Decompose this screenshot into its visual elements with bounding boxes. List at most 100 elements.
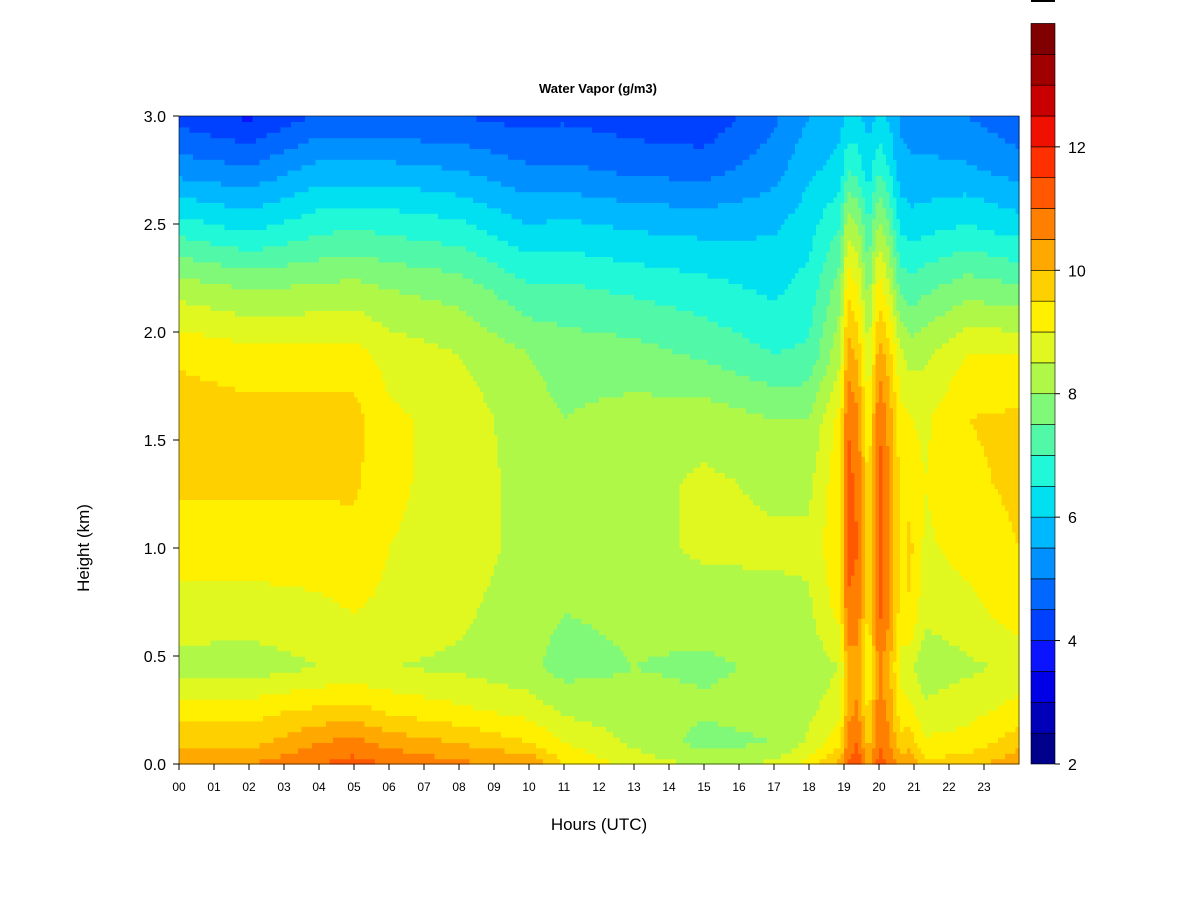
heatmap-cell xyxy=(246,499,250,505)
heatmap-cell xyxy=(228,386,232,392)
heatmap-cell xyxy=(270,143,274,149)
heatmap-cell xyxy=(281,273,285,279)
heatmap-cell xyxy=(291,456,295,462)
heatmap-cell xyxy=(204,440,208,446)
heatmap-cell xyxy=(312,138,316,144)
heatmap-cell xyxy=(235,629,239,635)
heatmap-cell xyxy=(274,672,278,678)
heatmap-cell xyxy=(263,375,267,381)
heatmap-cell xyxy=(186,283,190,289)
heatmap-cell xyxy=(197,391,201,397)
heatmap-cell xyxy=(239,343,243,349)
heatmap-cell xyxy=(207,672,211,678)
heatmap-cell xyxy=(218,332,222,338)
heatmap-cell xyxy=(211,397,215,403)
heatmap-cell xyxy=(190,354,194,360)
heatmap-cell xyxy=(305,586,309,592)
heatmap-cell xyxy=(190,591,194,597)
heatmap-cell xyxy=(305,721,309,727)
heatmap-cell xyxy=(305,618,309,624)
heatmap-cell xyxy=(319,310,323,316)
heatmap-cell xyxy=(235,116,239,122)
heatmap-cell xyxy=(225,494,229,500)
heatmap-cell xyxy=(235,602,239,608)
heatmap-cell xyxy=(305,235,309,241)
heatmap-cell xyxy=(235,559,239,565)
heatmap-cell xyxy=(249,440,253,446)
heatmap-cell xyxy=(225,321,229,327)
heatmap-cell xyxy=(193,742,197,748)
heatmap-cell xyxy=(267,294,271,300)
heatmap-cell xyxy=(242,753,246,759)
heatmap-cell xyxy=(256,710,260,716)
heatmap-cell xyxy=(204,408,208,414)
heatmap-cell xyxy=(235,742,239,748)
heatmap-cell xyxy=(242,370,246,376)
heatmap-cell xyxy=(274,715,278,721)
heatmap-cell xyxy=(281,694,285,700)
heatmap-cell xyxy=(193,472,197,478)
heatmap-cell xyxy=(288,408,292,414)
heatmap-cell xyxy=(298,483,302,489)
heatmap-cell xyxy=(312,489,316,495)
heatmap-cell xyxy=(302,553,306,559)
heatmap-cell xyxy=(249,634,253,640)
heatmap-cell xyxy=(183,375,187,381)
heatmap-cell xyxy=(277,316,281,322)
heatmap-cell xyxy=(260,742,264,748)
heatmap-cell xyxy=(312,413,316,419)
heatmap-cell xyxy=(281,737,285,743)
heatmap-cell xyxy=(256,343,260,349)
heatmap-cell xyxy=(197,537,201,543)
heatmap-cell xyxy=(225,553,229,559)
heatmap-cell xyxy=(197,742,201,748)
heatmap-cell xyxy=(232,391,236,397)
heatmap-cell xyxy=(183,737,187,743)
heatmap-cell xyxy=(270,559,274,565)
heatmap-cell xyxy=(204,640,208,646)
heatmap-cell xyxy=(277,364,281,370)
heatmap-cell xyxy=(211,521,215,527)
heatmap-cell xyxy=(298,175,302,181)
heatmap-cell xyxy=(239,305,243,311)
heatmap-cell xyxy=(305,224,309,230)
heatmap-cell xyxy=(197,143,201,149)
heatmap-cell xyxy=(221,337,225,343)
heatmap-cell xyxy=(214,575,218,581)
heatmap-cell xyxy=(218,543,222,549)
heatmap-cell xyxy=(179,197,183,203)
heatmap-cell xyxy=(309,413,313,419)
heatmap-cell xyxy=(302,310,306,316)
heatmap-cell xyxy=(284,132,288,138)
heatmap-cell xyxy=(183,586,187,592)
heatmap-cell xyxy=(263,462,267,468)
heatmap-cell xyxy=(267,121,271,127)
heatmap-cell xyxy=(183,262,187,268)
heatmap-cell xyxy=(291,256,295,262)
heatmap-cell xyxy=(263,694,267,700)
heatmap-cell xyxy=(242,667,246,673)
heatmap-cell xyxy=(270,262,274,268)
heatmap-cell xyxy=(207,505,211,511)
heatmap-cell xyxy=(214,721,218,727)
heatmap-cell xyxy=(221,138,225,144)
heatmap-cell xyxy=(249,694,253,700)
heatmap-cell xyxy=(260,310,264,316)
heatmap-cell xyxy=(305,262,309,268)
heatmap-cell xyxy=(267,310,271,316)
heatmap-cell xyxy=(225,224,229,230)
heatmap-cell xyxy=(316,213,320,219)
heatmap-cell xyxy=(281,229,285,235)
heatmap-cell xyxy=(232,645,236,651)
heatmap-cell xyxy=(267,559,271,565)
heatmap-cell xyxy=(295,418,299,424)
heatmap-cell xyxy=(270,310,274,316)
heatmap-cell xyxy=(256,170,260,176)
heatmap-cell xyxy=(284,202,288,208)
heatmap-cell xyxy=(260,467,264,473)
heatmap-cell xyxy=(312,305,316,311)
heatmap-cell xyxy=(228,548,232,554)
heatmap-cell xyxy=(323,532,327,538)
heatmap-cell xyxy=(183,521,187,527)
heatmap-cell xyxy=(239,472,243,478)
